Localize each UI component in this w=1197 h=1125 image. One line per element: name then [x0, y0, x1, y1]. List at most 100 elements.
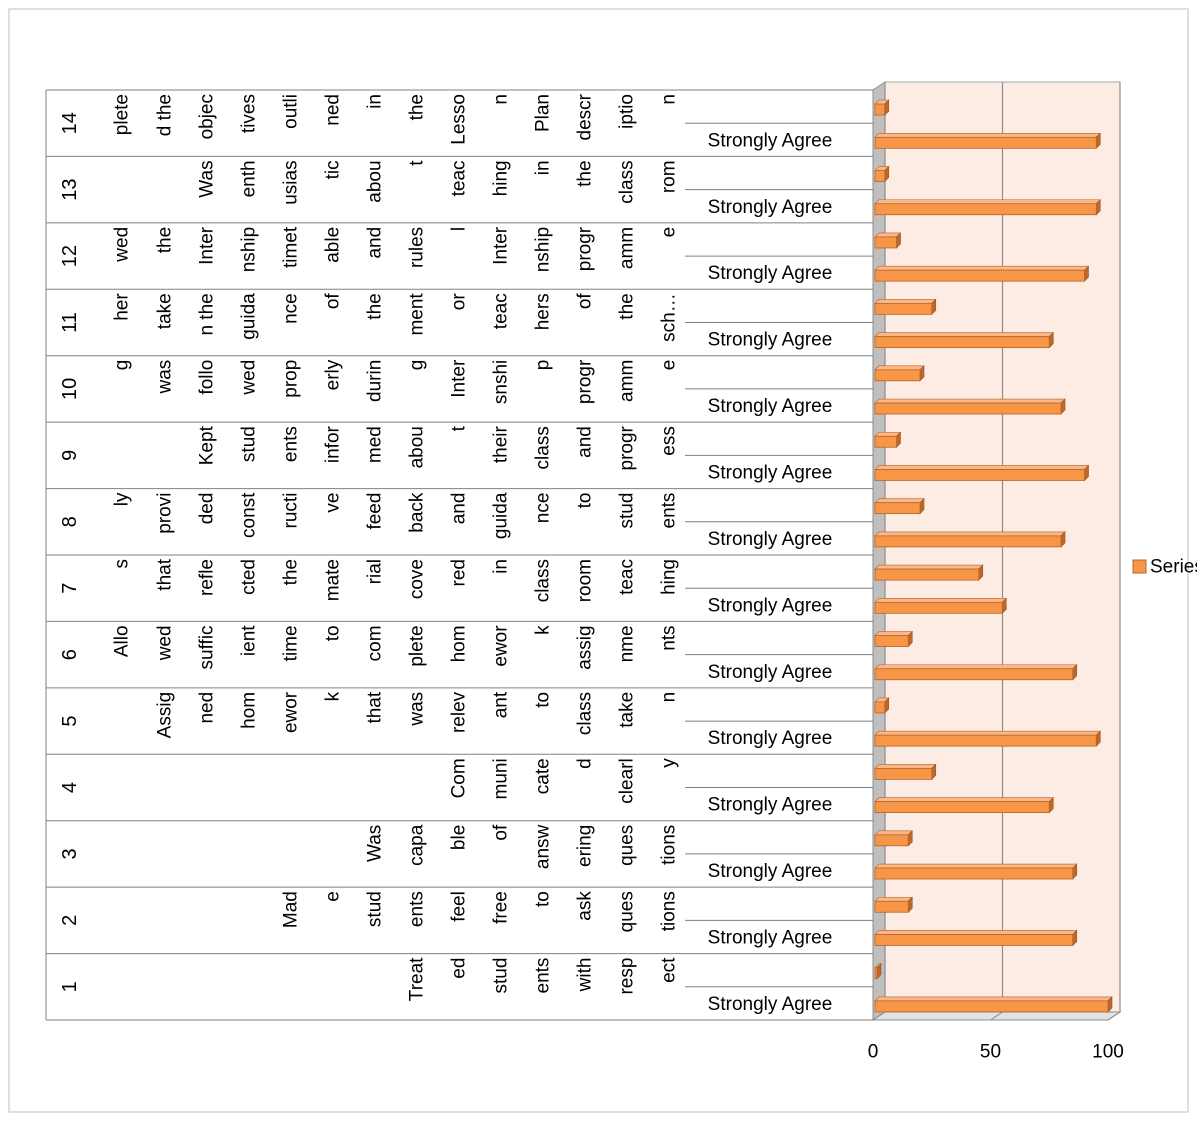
category-label-fragment: nship — [533, 227, 554, 272]
category-label-fragment: the — [407, 94, 428, 120]
category-label-fragment: e — [323, 891, 344, 902]
subcategory-label: Strongly Agree — [708, 795, 833, 816]
bar — [874, 402, 1062, 415]
bar — [874, 934, 1074, 946]
category-label-fragment: abou — [407, 426, 428, 468]
category-label-fragment: tic — [323, 160, 344, 179]
category-label-fragment: clearl — [617, 758, 638, 803]
bar-top-face — [874, 299, 937, 304]
category-label-fragment: Allo — [112, 625, 133, 657]
category-number-label: 14 — [59, 112, 81, 134]
category-label-fragment: and — [449, 493, 470, 525]
category-label-fragment: teac — [491, 293, 512, 329]
bar — [874, 834, 909, 847]
category-label-fragment: take — [155, 293, 176, 329]
bar-top-face — [874, 598, 1007, 603]
category-label-fragment: e — [659, 360, 680, 371]
gridline-foot — [1107, 1011, 1121, 1021]
bar-top-face — [874, 730, 1101, 736]
category-label-fragment: Kept — [197, 425, 218, 465]
category-label-fragment: wed — [239, 360, 260, 396]
category-label-fragment: n — [659, 692, 680, 703]
category-label-fragment: with — [575, 958, 596, 993]
category-label-fragment: wed — [112, 227, 133, 263]
category-label-fragment: k — [323, 691, 344, 701]
category-label-fragment: free — [491, 891, 512, 924]
category-label-fragment: objec — [197, 94, 218, 139]
category-label-fragment: t — [407, 160, 428, 166]
category-label-fragment: take — [617, 692, 638, 728]
bar-top-face — [874, 631, 913, 636]
category-label-fragment: com — [365, 625, 386, 661]
category-label-fragment: tions — [659, 825, 680, 865]
category-label-fragment: that — [155, 558, 176, 590]
category-label-fragment: ient — [239, 625, 260, 656]
bar — [874, 435, 897, 448]
category-label-fragment: to — [533, 891, 554, 907]
subcategory-label: Strongly Agree — [708, 595, 833, 616]
category-label-fragment: provi — [155, 493, 176, 534]
bar — [874, 136, 1097, 149]
subcategory-label: Strongly Agree — [708, 197, 833, 218]
category-label-fragment: y — [659, 758, 680, 768]
category-number-label: 11 — [59, 312, 81, 333]
bar — [874, 502, 921, 515]
category-label-fragment: Mad — [281, 891, 302, 928]
category-label-fragment: l — [449, 227, 470, 231]
category-label-fragment: p — [533, 360, 554, 371]
bar — [874, 801, 1050, 814]
category-label-fragment: stud — [491, 958, 512, 994]
category-label-fragment: erly — [323, 359, 344, 390]
bar-top-face — [874, 265, 1090, 271]
category-number-label: 2 — [59, 915, 81, 926]
bar-top-face — [874, 896, 913, 902]
category-label-fragment: ess — [659, 426, 680, 456]
category-label-fragment: prop — [281, 360, 302, 398]
subcategory-label: Strongly Agree — [708, 330, 833, 351]
category-number-label: 3 — [59, 848, 81, 859]
category-label-fragment: ques — [617, 825, 638, 866]
bar — [874, 236, 897, 249]
bar — [874, 701, 886, 714]
subcategory-label: Strongly Agree — [708, 263, 833, 284]
bar-top-face — [874, 498, 925, 503]
category-label-fragment: capa — [407, 824, 428, 866]
category-label-fragment: ve — [323, 493, 344, 513]
category-label-fragment: able — [323, 227, 344, 263]
category-label-fragment: to — [575, 493, 596, 509]
category-label-fragment: muni — [491, 758, 512, 799]
category-label-fragment: progr — [575, 226, 596, 271]
category-label-fragment: in — [533, 160, 554, 175]
category-label-fragment: ect — [659, 957, 680, 983]
category-label-fragment: wed — [155, 625, 176, 661]
category-label-fragment: n the — [197, 293, 218, 335]
category-label-fragment: ned — [323, 94, 344, 126]
category-label-fragment: stud — [239, 426, 260, 462]
category-label-fragment: class — [575, 692, 596, 735]
category-label-fragment: the — [575, 160, 596, 186]
category-label-fragment: room — [575, 559, 596, 602]
subcategory-label: Strongly Agree — [708, 861, 833, 882]
category-label-fragment: the — [155, 227, 176, 253]
category-label-fragment: hing — [659, 559, 680, 595]
category-number-label: 12 — [59, 245, 81, 267]
category-label-fragment: s — [112, 559, 133, 569]
category-label-fragment: hom — [449, 625, 470, 662]
category-label-fragment: follo — [197, 360, 218, 395]
category-label-fragment: mate — [323, 559, 344, 601]
bar-top-face — [874, 133, 1101, 138]
category-label-fragment: class — [533, 559, 554, 602]
category-label-fragment: Inter — [449, 359, 470, 398]
category-label-fragment: guida — [239, 293, 260, 340]
category-label-fragment: timet — [281, 226, 302, 268]
category-label-fragment: ment — [407, 293, 428, 336]
subcategory-label: Strongly Agree — [708, 927, 833, 948]
bar-top-face — [874, 398, 1066, 404]
category-label-fragment: relev — [449, 691, 470, 733]
category-label-fragment: her — [112, 293, 133, 321]
category-label-fragment: med — [365, 426, 386, 463]
category-label-fragment: hing — [491, 160, 512, 196]
category-label-fragment: descr — [575, 93, 596, 140]
bar — [874, 967, 878, 980]
